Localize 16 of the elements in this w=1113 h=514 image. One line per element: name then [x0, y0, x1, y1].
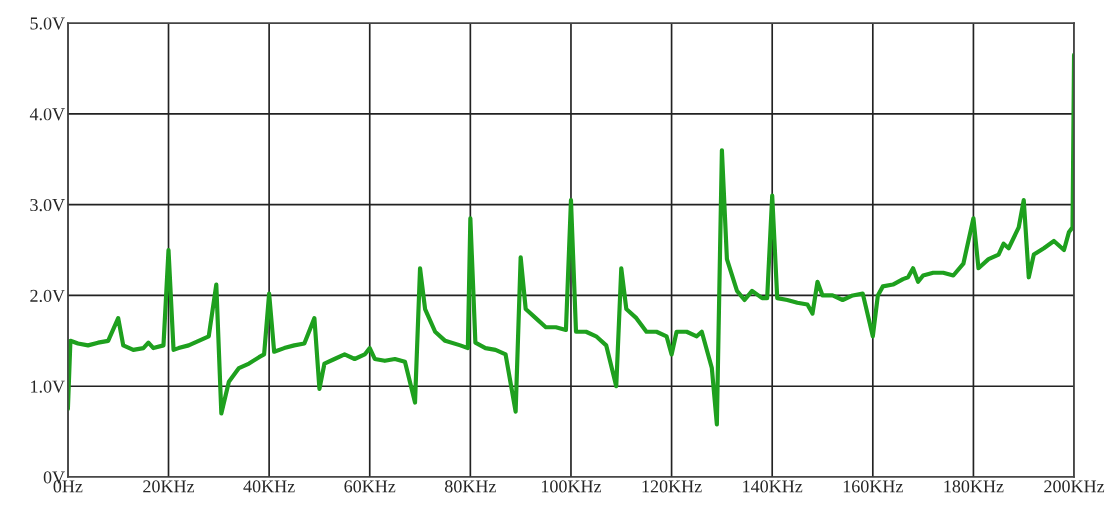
x-tick-label: 200KHz: [1044, 480, 1105, 493]
y-tick-label: 1.0V: [31, 380, 65, 393]
x-tick-label: 120KHz: [642, 480, 702, 493]
y-tick-label: 5.0V: [30, 17, 65, 30]
x-tick-label: 60KHz: [344, 480, 396, 493]
x-tick-label: 180KHz: [944, 480, 1004, 493]
x-tick-label: 100KHz: [541, 480, 602, 493]
y-tick-label: 2.0V: [30, 289, 65, 302]
x-tick-label: 40KHz: [243, 480, 295, 493]
x-tick-label: 160KHz: [843, 480, 903, 493]
x-tick-label: 20KHz: [143, 480, 195, 493]
line-series: [67, 52, 1075, 427]
y-tick-label: 3.0V: [30, 198, 65, 212]
x-tick-label: 80KHz: [444, 480, 496, 493]
x-tick-label: 140KHz: [743, 480, 803, 493]
y-tick-label: 4.0V: [29, 108, 65, 121]
